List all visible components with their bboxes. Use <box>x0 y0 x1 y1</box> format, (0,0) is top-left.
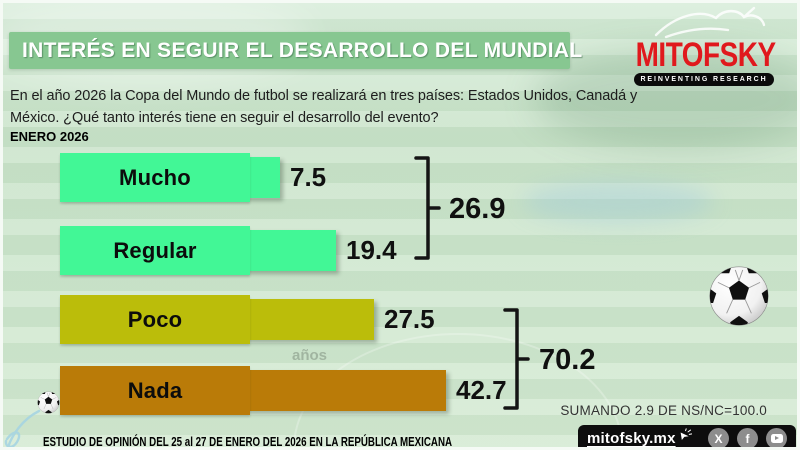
facebook-icon[interactable]: f <box>737 428 758 447</box>
group-sum-lower: 70.2 <box>539 344 596 376</box>
group-sum-upper: 26.9 <box>449 193 506 225</box>
soccer-ball-icon <box>708 265 770 327</box>
question-text: En el año 2026 la Copa del Mundo de futb… <box>10 88 638 126</box>
bar-label-plate: Mucho <box>60 153 250 202</box>
group-bracket-upper <box>414 156 441 260</box>
bar-value: 27.5 <box>384 304 435 334</box>
page-title: INTERÉS EN SEGUIR EL DESARROLLO DEL MUND… <box>22 39 583 62</box>
cursor-icon <box>680 427 692 440</box>
study-note: ESTUDIO DE OPINIÓN DEL 25 al 27 DE ENERO… <box>43 434 453 449</box>
group-bracket-lower <box>503 308 530 410</box>
bar-value: 7.5 <box>290 162 327 192</box>
bar-value: 42.7 <box>456 375 507 405</box>
logo-doodle-icon <box>654 6 766 39</box>
background-blob <box>533 49 797 149</box>
date-label: ENERO 2026 <box>10 129 89 144</box>
bar-row-regular: Regular 19.4 <box>60 226 680 275</box>
bar-value: 19.4 <box>346 235 397 265</box>
trajectory-swoosh <box>4 409 41 447</box>
bar-chart: Mucho 7.5 Regular 19.4 Poco 27.5 Nada 42.7 <box>3 3 797 447</box>
bar-label-plate: Regular <box>60 226 250 275</box>
soccer-ball-small-icon <box>37 391 60 414</box>
site-link[interactable]: mitofsky.mx <box>587 430 676 447</box>
background-watermark: años <box>292 347 328 364</box>
bar-row-mucho: Mucho 7.5 <box>60 153 680 202</box>
x-icon[interactable]: X <box>708 428 729 447</box>
bar-label: Regular <box>113 237 197 263</box>
background-blob <box>523 181 713 223</box>
bar-label-plate: Nada <box>60 366 250 415</box>
brand-logo: MITOFSKY <box>635 34 776 75</box>
bar-row-poco: Poco 27.5 <box>60 295 680 344</box>
bar-label: Mucho <box>119 164 191 190</box>
bar-label-plate: Poco <box>60 295 250 344</box>
bar-label: Nada <box>127 377 183 403</box>
brand-tagline: REINVENTING RESEARCH <box>634 73 774 86</box>
bar-label: Poco <box>127 306 183 332</box>
youtube-icon[interactable] <box>766 428 787 447</box>
bar-row-nada: Nada 42.7 <box>60 366 680 415</box>
sum-note: SUMANDO 2.9 DE NS/NC=100.0 <box>560 403 767 418</box>
title-bar: INTERÉS EN SEGUIR EL DESARROLLO DEL MUND… <box>9 32 583 69</box>
